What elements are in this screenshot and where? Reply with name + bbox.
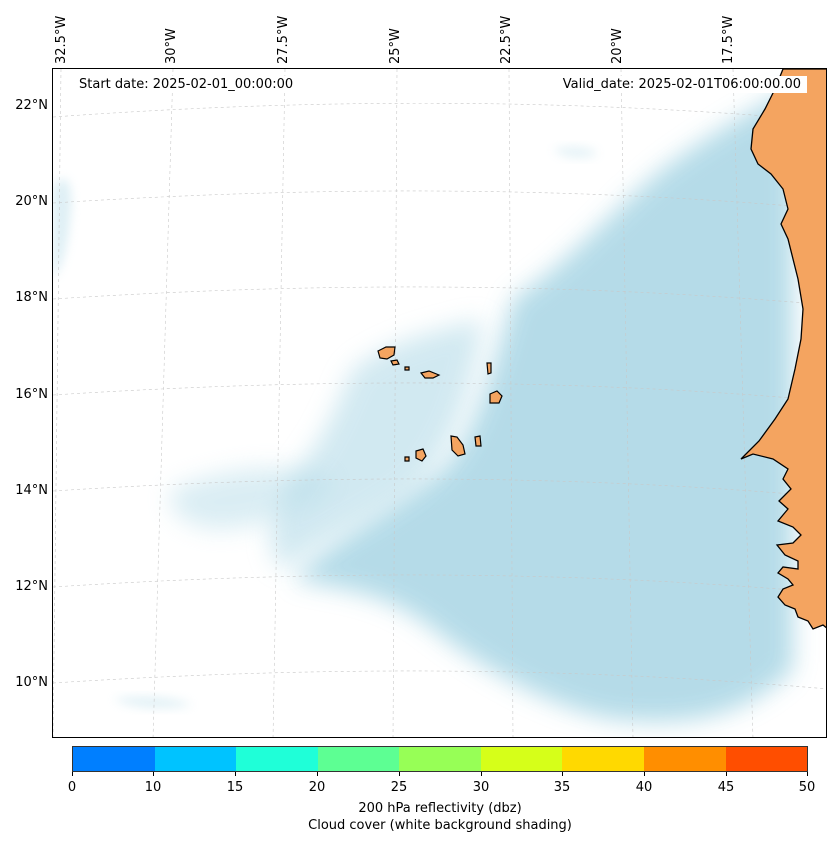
- lat-label: 18°N: [15, 290, 48, 305]
- lon-label: 32.5°W: [54, 15, 69, 64]
- colorbar-tickmark: [807, 772, 808, 776]
- colorbar-segment: [236, 747, 318, 771]
- colorbar-tickmark: [399, 772, 400, 776]
- island-boa-vista: [489, 390, 503, 404]
- colorbar-tick-label: 30: [472, 780, 490, 795]
- colorbar-tickmark: [726, 772, 727, 776]
- lat-label: 22°N: [15, 98, 48, 113]
- colorbar-tick-label: 35: [553, 780, 571, 795]
- colorbar-tick-label: 15: [226, 780, 244, 795]
- colorbar-subtitle: Cloud cover (white background shading): [308, 818, 572, 833]
- africa-landmass: [740, 69, 826, 630]
- colorbar-segment: [480, 747, 563, 771]
- lon-label: 25°W: [388, 28, 403, 64]
- colorbar-tickmark: [235, 772, 236, 776]
- lon-label: 20°W: [610, 28, 625, 64]
- colorbar-segment: [317, 747, 400, 771]
- island-santa-luzia: [404, 366, 410, 371]
- colorbar-segment: [725, 747, 808, 771]
- colorbar-tickmark: [644, 772, 645, 776]
- colorbar-segment: [643, 747, 726, 771]
- lon-label: 17.5°W: [721, 15, 736, 64]
- lat-label: 12°N: [15, 579, 48, 594]
- colorbar-tickmark: [153, 772, 154, 776]
- lat-label: 10°N: [15, 675, 48, 690]
- island-sao-vicente: [390, 359, 400, 366]
- colorbar-segment: [399, 747, 481, 771]
- cloud-shading: [53, 89, 793, 722]
- colorbar-tick-label: 40: [635, 780, 653, 795]
- valid-date-label: Valid_date: 2025-02-01T06:00:00.00: [556, 76, 807, 93]
- lat-label: 14°N: [15, 483, 48, 498]
- map-panel[interactable]: [52, 68, 827, 738]
- colorbar-tick-label: 20: [308, 780, 326, 795]
- island-santiago: [450, 435, 466, 457]
- island-maio: [474, 435, 482, 447]
- colorbar-tick-label: 45: [717, 780, 735, 795]
- colorbar-tickmark: [562, 772, 563, 776]
- island-fogo: [415, 448, 427, 462]
- colorbar-tick-label: 10: [144, 780, 162, 795]
- colorbar-segment: [154, 747, 237, 771]
- start-date-label: Start date: 2025-02-01_00:00:00: [73, 76, 300, 93]
- colorbar-tick-label: 25: [390, 780, 408, 795]
- lat-label: 16°N: [15, 387, 48, 402]
- lon-label: 22.5°W: [499, 15, 514, 64]
- lon-label: 30°W: [164, 28, 179, 64]
- cape-verde-islands: [377, 346, 503, 462]
- colorbar-tick-label: 50: [798, 780, 816, 795]
- colorbar-tick-label: 0: [67, 780, 77, 795]
- lat-label: 20°N: [15, 194, 48, 209]
- island-santo-antao: [377, 346, 396, 360]
- island-sao-nicolau: [419, 370, 441, 379]
- map-canvas: [53, 69, 826, 737]
- colorbar: [72, 746, 808, 772]
- colorbar-tickmark: [481, 772, 482, 776]
- island-sal: [486, 362, 492, 375]
- colorbar-tickmark: [72, 772, 73, 776]
- colorbar-tickmark: [317, 772, 318, 776]
- colorbar-title: 200 hPa reflectivity (dbz): [358, 801, 522, 816]
- graticule: [53, 69, 826, 737]
- colorbar-segment: [562, 747, 644, 771]
- lon-label: 27.5°W: [276, 15, 291, 64]
- colorbar-segment: [73, 747, 155, 771]
- island-brava: [404, 456, 410, 462]
